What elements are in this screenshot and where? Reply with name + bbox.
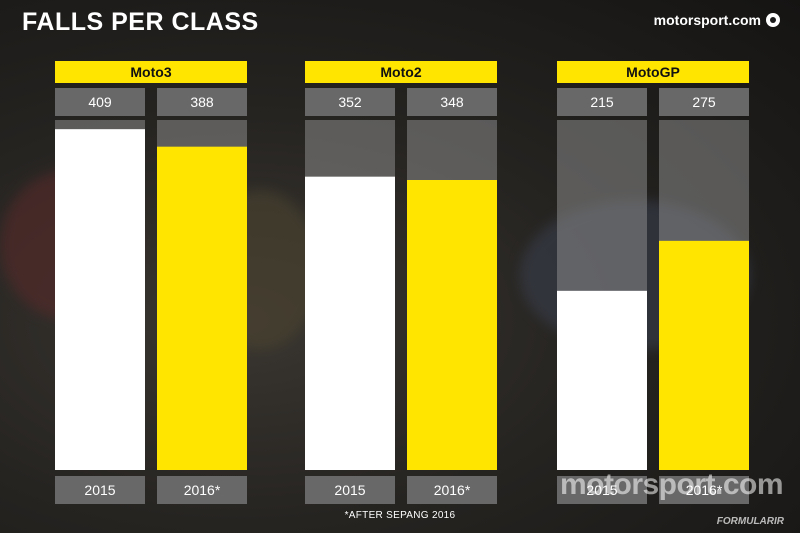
group-label-motogp: MotoGP bbox=[626, 64, 680, 80]
year-label-motogp-2015: 2015 bbox=[586, 482, 617, 498]
value-label-moto3-2015: 409 bbox=[88, 94, 112, 110]
value-label-moto2-2016: 348 bbox=[440, 94, 464, 110]
year-box-moto2-2015 bbox=[305, 476, 395, 504]
year-box-motogp-2016 bbox=[659, 476, 749, 504]
group-header-moto2 bbox=[305, 61, 497, 83]
bar-motogp-2016 bbox=[659, 240, 749, 470]
bar-motogp-2015 bbox=[557, 290, 647, 470]
value-box-moto3-2015 bbox=[55, 88, 145, 116]
year-box-moto3-2015 bbox=[55, 476, 145, 504]
year-label-moto2-2016: 2016* bbox=[434, 482, 471, 498]
value-label-moto3-2016: 388 bbox=[190, 94, 214, 110]
value-label-motogp-2016: 275 bbox=[692, 94, 716, 110]
value-box-moto3-2016 bbox=[157, 88, 247, 116]
watermark-formularir: FORMULARIR bbox=[716, 516, 784, 527]
logo-wordmark: motorsport.com bbox=[653, 12, 761, 28]
value-box-moto2-2016 bbox=[407, 88, 497, 116]
group-label-moto2: Moto2 bbox=[380, 64, 421, 80]
bar-moto2-2015 bbox=[305, 176, 395, 470]
footnote: *AFTER SEPANG 2016 bbox=[344, 510, 456, 521]
bar-moto2-2016 bbox=[407, 180, 497, 470]
brand-logo: motorsport.com bbox=[654, 12, 780, 28]
year-box-moto3-2016 bbox=[157, 476, 247, 504]
bar-moto3-2015 bbox=[55, 129, 145, 470]
year-box-moto2-2016 bbox=[407, 476, 497, 504]
group-label-moto3: Moto3 bbox=[130, 64, 171, 80]
year-label-motogp-2016: 2016* bbox=[686, 482, 723, 498]
value-label-moto2-2015: 352 bbox=[338, 94, 362, 110]
year-label-moto3-2015: 2015 bbox=[84, 482, 115, 498]
page-title: FALLS PER CLASS bbox=[22, 8, 259, 36]
value-box-motogp-2016 bbox=[659, 88, 749, 116]
logo-disc-icon bbox=[766, 13, 780, 27]
value-label-motogp-2015: 215 bbox=[590, 94, 614, 110]
group-header-motogp bbox=[557, 61, 749, 83]
bar-moto3-2016 bbox=[157, 146, 247, 470]
year-label-moto3-2016: 2016* bbox=[184, 482, 221, 498]
watermark-motorsport: motorsport.com bbox=[560, 468, 784, 501]
year-label-moto2-2015: 2015 bbox=[334, 482, 365, 498]
group-header-moto3 bbox=[55, 61, 247, 83]
year-box-motogp-2015 bbox=[557, 476, 647, 504]
value-box-moto2-2015 bbox=[305, 88, 395, 116]
value-box-motogp-2015 bbox=[557, 88, 647, 116]
